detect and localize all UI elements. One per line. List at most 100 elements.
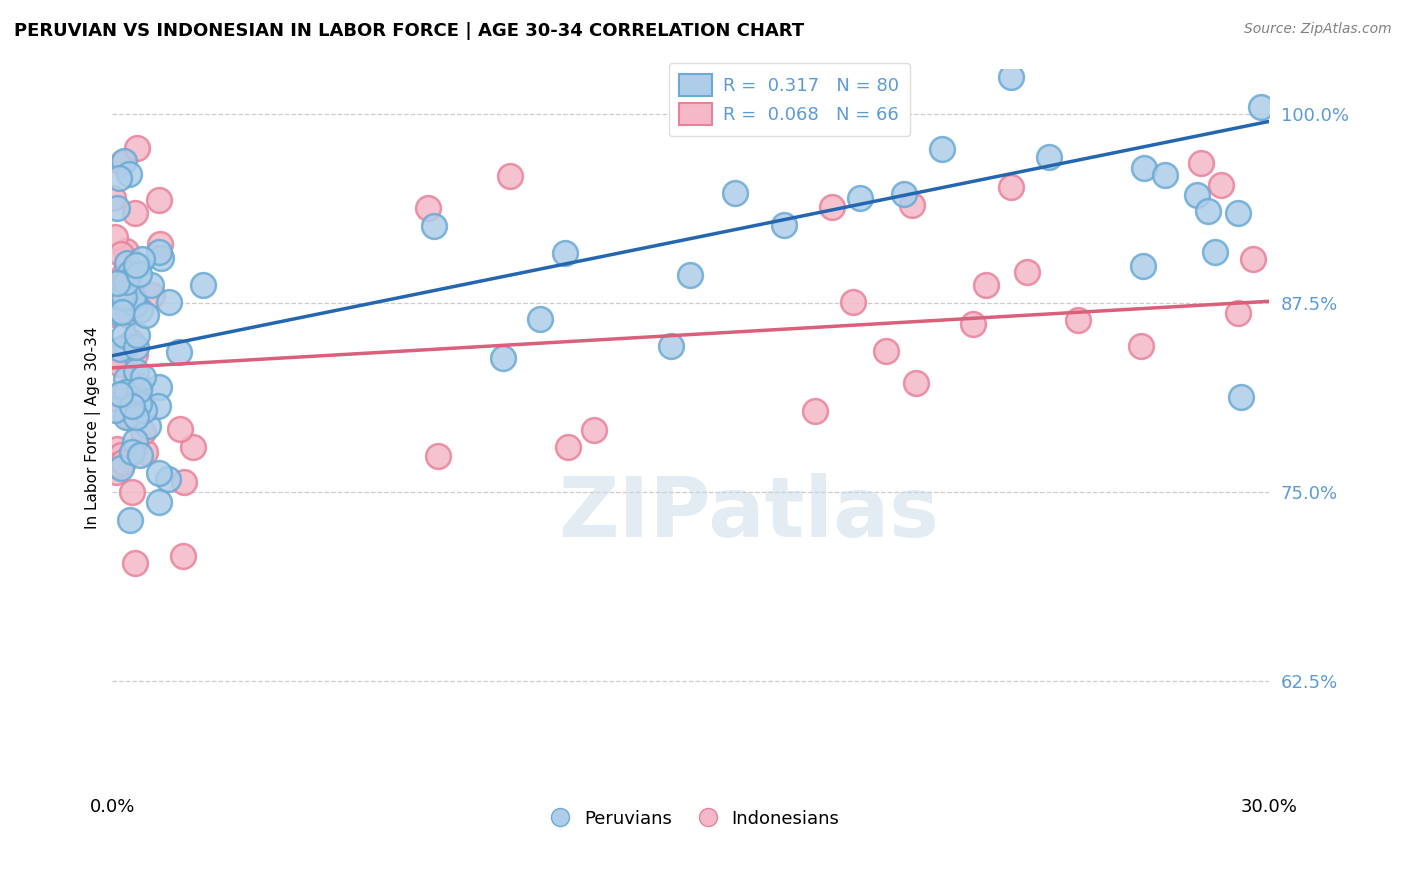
Point bbox=[157, 294, 180, 309]
Point bbox=[124, 297, 146, 311]
Point bbox=[974, 277, 997, 292]
Point bbox=[101, 391, 124, 405]
Point bbox=[1038, 149, 1060, 163]
Point bbox=[114, 385, 136, 400]
Point bbox=[105, 442, 128, 456]
Point bbox=[1209, 178, 1232, 192]
Point bbox=[124, 556, 146, 570]
Point bbox=[115, 275, 138, 289]
Point bbox=[1197, 203, 1219, 218]
Point bbox=[557, 440, 579, 454]
Y-axis label: In Labor Force | Age 30-34: In Labor Force | Age 30-34 bbox=[86, 326, 101, 529]
Point bbox=[125, 409, 148, 424]
Point bbox=[101, 191, 124, 205]
Point bbox=[148, 494, 170, 508]
Point bbox=[416, 201, 439, 215]
Point bbox=[112, 153, 135, 168]
Point bbox=[117, 395, 139, 409]
Point bbox=[134, 403, 156, 417]
Point bbox=[118, 266, 141, 280]
Point bbox=[148, 399, 170, 413]
Point bbox=[105, 201, 128, 215]
Point bbox=[131, 370, 153, 384]
Point bbox=[893, 187, 915, 202]
Point bbox=[111, 27, 134, 41]
Point bbox=[107, 458, 129, 472]
Point bbox=[125, 328, 148, 343]
Point bbox=[583, 423, 606, 437]
Legend: Peruvians, Indonesians: Peruvians, Indonesians bbox=[536, 803, 846, 835]
Point bbox=[931, 142, 953, 156]
Point bbox=[128, 397, 150, 411]
Point bbox=[492, 351, 515, 365]
Point bbox=[803, 404, 825, 418]
Point bbox=[156, 471, 179, 485]
Text: PERUVIAN VS INDONESIAN IN LABOR FORCE | AGE 30-34 CORRELATION CHART: PERUVIAN VS INDONESIAN IN LABOR FORCE | … bbox=[14, 22, 804, 40]
Point bbox=[875, 343, 897, 358]
Point bbox=[108, 357, 131, 371]
Point bbox=[905, 376, 928, 390]
Point bbox=[125, 363, 148, 377]
Point bbox=[105, 305, 128, 319]
Point bbox=[173, 475, 195, 489]
Point bbox=[1132, 259, 1154, 273]
Point bbox=[1189, 156, 1212, 170]
Point bbox=[105, 276, 128, 290]
Point bbox=[724, 186, 747, 200]
Point bbox=[1227, 206, 1250, 220]
Point bbox=[107, 305, 129, 319]
Point bbox=[849, 191, 872, 205]
Point bbox=[107, 274, 129, 288]
Point bbox=[134, 445, 156, 459]
Point bbox=[962, 318, 984, 332]
Point bbox=[773, 218, 796, 232]
Point bbox=[129, 302, 152, 317]
Point bbox=[103, 307, 125, 321]
Point bbox=[115, 339, 138, 353]
Point bbox=[104, 403, 127, 417]
Point bbox=[148, 380, 170, 394]
Point bbox=[128, 448, 150, 462]
Point bbox=[128, 379, 150, 393]
Point bbox=[110, 304, 132, 318]
Point bbox=[118, 514, 141, 528]
Point bbox=[882, 70, 904, 85]
Point bbox=[149, 252, 172, 266]
Point bbox=[125, 141, 148, 155]
Point bbox=[132, 425, 155, 439]
Point bbox=[1219, 17, 1241, 31]
Point bbox=[1067, 313, 1090, 327]
Point bbox=[122, 290, 145, 304]
Point bbox=[821, 200, 844, 214]
Point bbox=[131, 252, 153, 267]
Point bbox=[118, 393, 141, 408]
Point bbox=[529, 312, 551, 326]
Point bbox=[167, 344, 190, 359]
Point bbox=[104, 465, 127, 479]
Point bbox=[111, 156, 134, 170]
Point bbox=[181, 440, 204, 454]
Point bbox=[148, 466, 170, 480]
Point bbox=[111, 455, 134, 469]
Point bbox=[112, 328, 135, 343]
Text: Source: ZipAtlas.com: Source: ZipAtlas.com bbox=[1244, 22, 1392, 37]
Point bbox=[121, 399, 143, 413]
Point bbox=[110, 304, 132, 318]
Point bbox=[110, 461, 132, 475]
Point bbox=[115, 256, 138, 270]
Point bbox=[427, 449, 450, 463]
Point bbox=[124, 434, 146, 448]
Point bbox=[148, 236, 170, 251]
Point bbox=[115, 392, 138, 406]
Point bbox=[121, 380, 143, 394]
Point bbox=[659, 339, 682, 353]
Point bbox=[148, 194, 170, 208]
Text: ZIPatlas: ZIPatlas bbox=[558, 473, 939, 554]
Point bbox=[120, 411, 142, 425]
Point bbox=[114, 410, 136, 425]
Point bbox=[112, 290, 135, 304]
Point bbox=[128, 383, 150, 397]
Point bbox=[125, 340, 148, 354]
Point bbox=[136, 419, 159, 434]
Point bbox=[121, 334, 143, 349]
